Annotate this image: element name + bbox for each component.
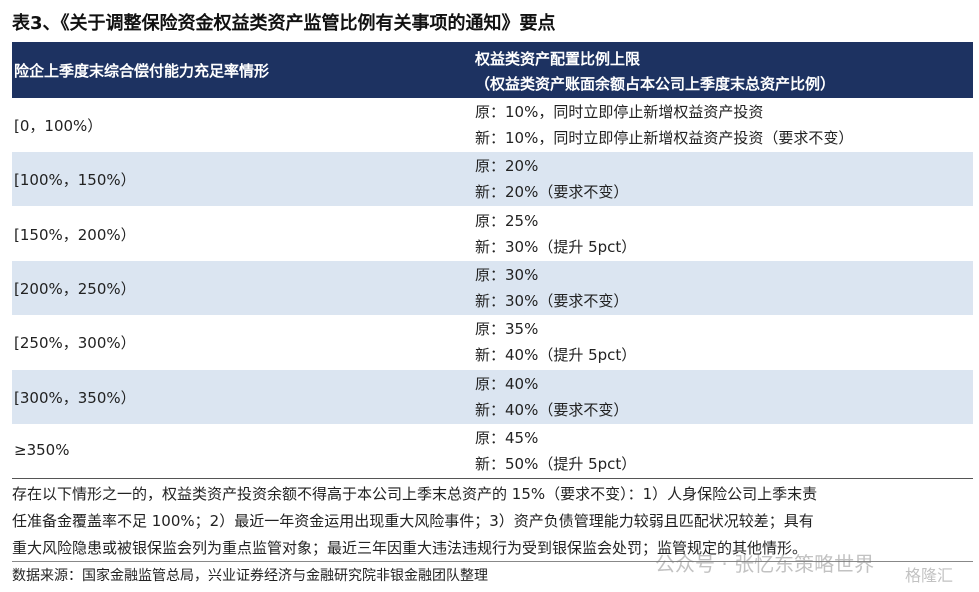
table-cell: 新：20%（要求不变） xyxy=(475,183,629,202)
table-cell: [150%，200%） xyxy=(14,225,136,244)
table-row: [150%，200%） 原：25% 新：30%（提升 5pct） xyxy=(12,207,973,261)
header-cell: （权益类资产账面余额占本公司上季度末总资产比例） xyxy=(475,75,836,93)
table-row: [100%，150%） 原：20% 新：20%（要求不变） xyxy=(12,152,973,207)
table-cell: [200%，250%） xyxy=(14,279,136,298)
header-cell: 险企上季度末综合偿付能力充足率情形 xyxy=(14,62,270,80)
note-line: 存在以下情形之一的，权益类资产投资余额不得高于本公司上季末总资产的 15%（要求… xyxy=(12,485,818,503)
source: 数据来源：国家金融监管总局，兴业证券经济与金融研究院非银金融团队整理 xyxy=(12,568,488,584)
table-cell: 新：10%，同时立即停止新增权益资产投资（要求不变） xyxy=(475,129,854,147)
table-cell: 原：25% xyxy=(475,211,539,230)
table-cell: 新：40%（要求不变） xyxy=(475,400,629,419)
table-cell: 新：50%（提升 5pct） xyxy=(475,454,637,473)
table-row: [300%，350%） 原：40% 新：40%（要求不变） xyxy=(12,369,973,424)
note-line: 任准备金覆盖率不足 100%；2）最近一年资金运用出现重大风险事件；3）资产负债… xyxy=(12,512,814,530)
table-row: [200%，250%） 原：30% 新：30%（要求不变） xyxy=(12,260,973,315)
table-cell: 原：10%，同时立即停止新增权益资产投资 xyxy=(475,103,764,121)
divider xyxy=(12,561,973,562)
table-cell: 原：20% xyxy=(475,157,539,176)
table-row: [0，100%） 原：10%，同时立即停止新增权益资产投资新：10%，同时立即停止… xyxy=(12,98,973,152)
table-cell: 新：40%（提升 5pct） xyxy=(475,346,637,365)
watermark: 公众号 · 张忆东策略世界 xyxy=(655,552,875,576)
table-cell: [0，100%） xyxy=(14,117,103,135)
table-cell: 新：30%（提升 5pct） xyxy=(475,237,637,256)
table-cell: 原：45% xyxy=(475,428,539,447)
table-header: 险企上季度末综合偿付能力充足率情形 权益类资产配置比例上限 （权益类资产账面余额… xyxy=(12,42,973,98)
table-row: ≥350% 原：45% 新：50%（提升 5pct） xyxy=(12,424,973,478)
table-cell: [250%，300%） xyxy=(14,334,136,353)
divider xyxy=(12,478,973,479)
watermark: 格隆汇 xyxy=(905,566,954,585)
header-cell: 权益类资产配置比例上限 xyxy=(475,50,641,68)
table-cell: 原：40% xyxy=(475,374,539,393)
table-row: [250%，300%） 原：35% 新：40%（提升 5pct） xyxy=(12,315,973,369)
title: 表3、《关于调整保险资金权益类资产监管比例有关事项的通知》要点 xyxy=(12,13,556,34)
table-cell: 原：35% xyxy=(475,320,539,339)
table-cell: [100%，150%） xyxy=(14,171,136,190)
note-line: 重大风险隐患或被银保监会列为重点监管对象；最近三年因重大违法违规行为受到银保监会… xyxy=(12,539,808,557)
table-cell: [300%，350%） xyxy=(14,388,136,407)
table-cell: ≥350% xyxy=(14,440,70,459)
table-cell: 新：30%（要求不变） xyxy=(475,291,629,310)
table-cell: 原：30% xyxy=(475,265,539,284)
